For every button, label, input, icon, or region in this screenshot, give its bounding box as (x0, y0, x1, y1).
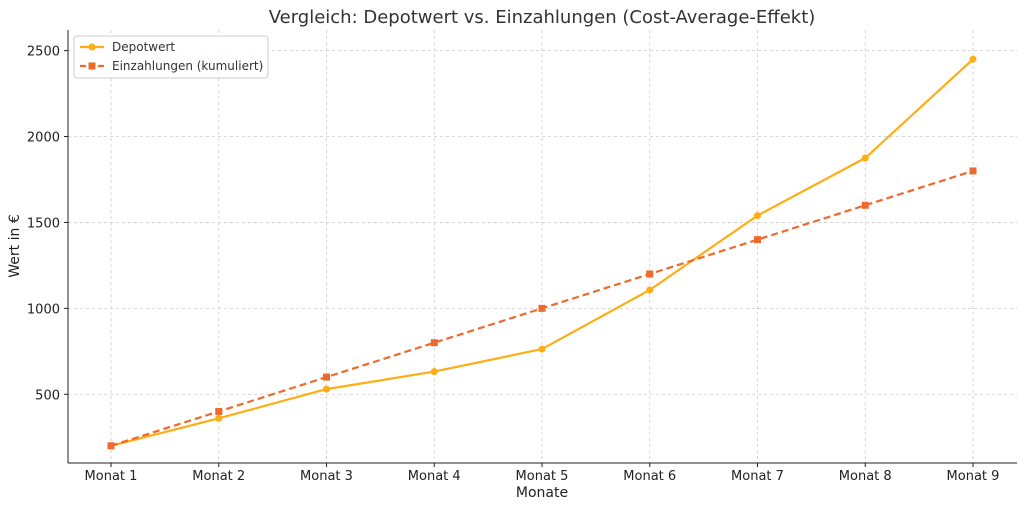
legend-label: Depotwert (112, 40, 175, 54)
y-tick-label: 2000 (27, 131, 60, 146)
series-layer (107, 55, 977, 450)
data-point-0 (754, 212, 761, 220)
x-tick-label: Monat 1 (85, 469, 138, 484)
y-tick-label: 500 (35, 388, 60, 403)
data-point-1 (861, 201, 869, 209)
grid (68, 30, 1017, 463)
data-point-1 (323, 373, 330, 381)
legend-swatch-marker (88, 43, 96, 51)
x-tick-label: Monat 2 (192, 469, 245, 484)
y-axis-label: Wert in € (7, 214, 23, 277)
legend-box (73, 35, 269, 79)
data-point-0 (538, 345, 546, 353)
x-tick-label: Monat 8 (839, 469, 892, 484)
data-point-1 (215, 407, 223, 415)
x-tick-label: Monat 5 (516, 469, 569, 484)
y-tick-label: 1000 (27, 302, 60, 317)
data-point-0 (861, 154, 869, 162)
data-point-1 (430, 339, 438, 347)
y-ticks: 500 1000 1500 2000 2500 (27, 45, 68, 403)
x-tick-label: Monat 6 (623, 469, 676, 484)
data-point-0 (215, 414, 223, 422)
data-point-0 (323, 385, 330, 393)
data-point-1 (754, 236, 761, 244)
data-point-1 (646, 270, 654, 278)
y-tick-label: 2500 (27, 45, 60, 60)
data-point-1 (107, 442, 115, 450)
legend: Depotwert Einzahlungen (kumuliert) (73, 35, 269, 79)
data-point-0 (430, 368, 438, 376)
legend-label: Einzahlungen (kumuliert) (112, 59, 263, 73)
data-point-0 (646, 286, 654, 294)
x-tick-label: Monat 9 (947, 469, 1000, 484)
x-ticks: Monat 1 Monat 2 Monat 3 Monat 4 Monat 5 Monat… (85, 463, 1000, 484)
legend-swatch-marker (88, 62, 96, 70)
y-tick-label: 1500 (27, 216, 60, 231)
x-axis-label: Monate (516, 485, 568, 501)
data-point-1 (969, 167, 977, 175)
data-point-0 (969, 55, 977, 63)
x-tick-label: Monat 3 (300, 469, 353, 484)
axes (67, 30, 1017, 464)
chart-title: Vergleich: Depotwert vs. Einzahlungen (C… (269, 7, 816, 28)
data-point-1 (538, 304, 546, 312)
x-tick-label: Monat 4 (408, 469, 461, 484)
x-tick-label: Monat 7 (731, 469, 784, 484)
